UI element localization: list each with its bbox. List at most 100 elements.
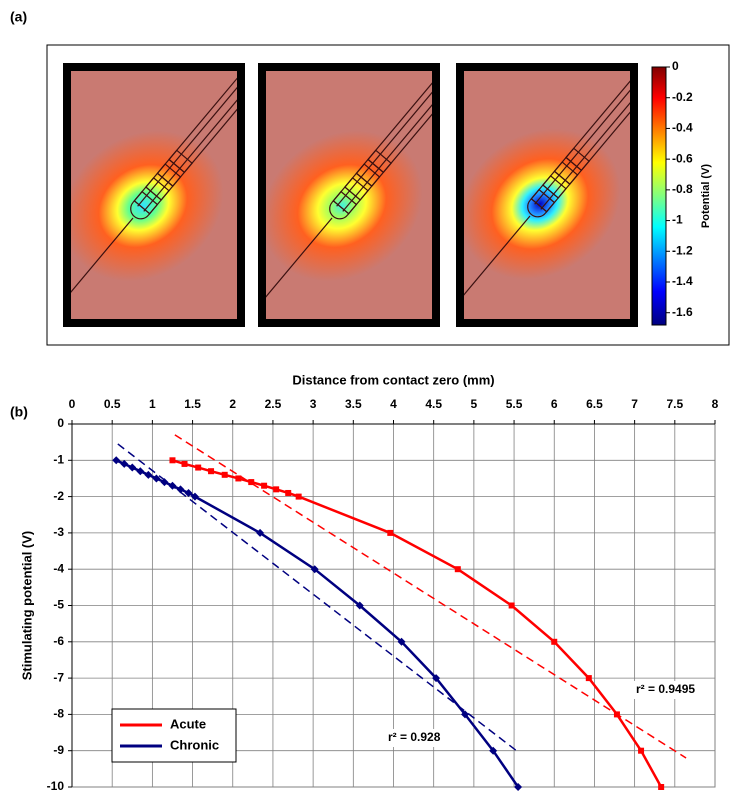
marker <box>256 528 265 537</box>
band <box>554 170 571 185</box>
image <box>71 71 237 319</box>
images <box>63 63 638 327</box>
marker <box>355 601 364 610</box>
band <box>332 200 350 215</box>
marker <box>208 468 215 475</box>
marker <box>144 470 153 479</box>
x-tick-label: 7 <box>631 397 638 411</box>
band <box>367 159 384 173</box>
lead <box>540 71 630 210</box>
x-tick-label: 5.5 <box>506 397 523 411</box>
trendline <box>174 434 687 759</box>
lead <box>342 71 432 212</box>
band <box>356 172 373 187</box>
image <box>464 71 630 319</box>
image <box>266 71 432 319</box>
x-tick-label: 2 <box>229 397 236 411</box>
band <box>145 186 162 201</box>
lead <box>336 71 432 207</box>
marker <box>112 456 121 465</box>
marker <box>160 478 169 487</box>
colorbar-tick-label: -0.2 <box>672 90 693 104</box>
x-tick-label: 6 <box>551 397 558 411</box>
electrode <box>71 71 237 319</box>
band <box>157 172 174 187</box>
lead <box>137 71 237 207</box>
marker <box>195 464 202 471</box>
colorbar-tick-label: -1 <box>672 213 683 227</box>
trendline-annotation: r² = 0.928 <box>388 730 441 744</box>
marker <box>273 486 280 493</box>
colorbar-label: Potential (V) <box>700 164 712 229</box>
band <box>530 198 548 213</box>
marker <box>508 602 515 609</box>
marker <box>454 566 461 573</box>
x-tick-label: 1.5 <box>184 397 201 411</box>
colorbar-tick-label: -0.6 <box>672 151 693 165</box>
marker <box>514 783 523 791</box>
trendline <box>117 443 517 752</box>
y-axis-title: Stimulating potential (V) <box>19 531 34 681</box>
colorbar-tick-label: -0.4 <box>672 121 693 135</box>
colorbar-tick-label: -0.8 <box>672 182 693 196</box>
marker <box>176 485 185 494</box>
lead <box>143 71 237 212</box>
y-tick-label: -6 <box>53 634 64 648</box>
wire <box>71 217 134 319</box>
trendline-annotation: r² = 0.9495 <box>636 682 695 696</box>
band <box>168 159 185 173</box>
y-tick-label: -10 <box>47 779 65 793</box>
marker <box>461 710 470 719</box>
x-tick-label: 0.5 <box>104 397 121 411</box>
colorbar-tick-label: -1.6 <box>672 305 693 319</box>
y-tick-label: -8 <box>53 707 64 721</box>
x-tick-label: 3 <box>310 397 317 411</box>
potential-field <box>71 130 224 282</box>
y-tick-label: -5 <box>53 598 64 612</box>
marker <box>136 467 145 476</box>
marker <box>181 460 188 467</box>
marker <box>261 482 268 489</box>
x-tick-label: 6.5 <box>586 397 603 411</box>
wire <box>266 217 333 319</box>
colorbar-tick-label: 0 <box>672 59 679 73</box>
potential-field <box>266 130 423 282</box>
potential-field <box>464 128 621 280</box>
colorbar-tick-label: -1.4 <box>672 274 693 288</box>
colorbar: 0 -0.2 -0.4 -0.6 -0.8 -1 -1.2 -1.4 -1.6 Potential… <box>651 59 712 326</box>
marker <box>168 481 177 490</box>
panel-label: (b) <box>10 404 28 420</box>
y-tick-label: -4 <box>53 561 64 575</box>
marker <box>613 711 620 718</box>
band <box>133 200 151 215</box>
x-tick-label: 1 <box>149 397 156 411</box>
marker <box>184 488 193 497</box>
x-tick-label: 8 <box>712 397 719 411</box>
marker <box>152 474 161 483</box>
legend-label: Chronic <box>170 737 219 752</box>
electrode <box>464 71 630 319</box>
colorbar-tick-label: -1.2 <box>672 243 693 257</box>
line-chart: 0 0.5 1 1.5 2 2.5 3 3.5 4 4.5 5 5.5 6 6.5 7 7.5 8 0 -1 -2 -3… <box>19 372 718 793</box>
marker <box>169 457 176 464</box>
marker <box>397 637 406 646</box>
colorbar-scale <box>651 66 667 326</box>
y-tick-label: -3 <box>53 525 64 539</box>
marker <box>285 489 292 496</box>
marker <box>585 675 592 682</box>
y-tick-label: -9 <box>53 743 64 757</box>
marker <box>120 459 129 468</box>
tip <box>527 199 546 218</box>
panel-label: (a) <box>10 9 27 25</box>
marker <box>190 492 199 501</box>
y-tick-label: -2 <box>53 489 64 503</box>
x-axis-title: Distance from contact zero (mm) <box>292 372 494 387</box>
x-tick-label: 2.5 <box>265 397 282 411</box>
legend: Acute Chronic <box>111 708 237 763</box>
marker <box>489 746 498 755</box>
marker <box>221 471 228 478</box>
x-tick-label: 4.5 <box>425 397 442 411</box>
marker <box>432 674 441 683</box>
marker <box>638 747 645 754</box>
